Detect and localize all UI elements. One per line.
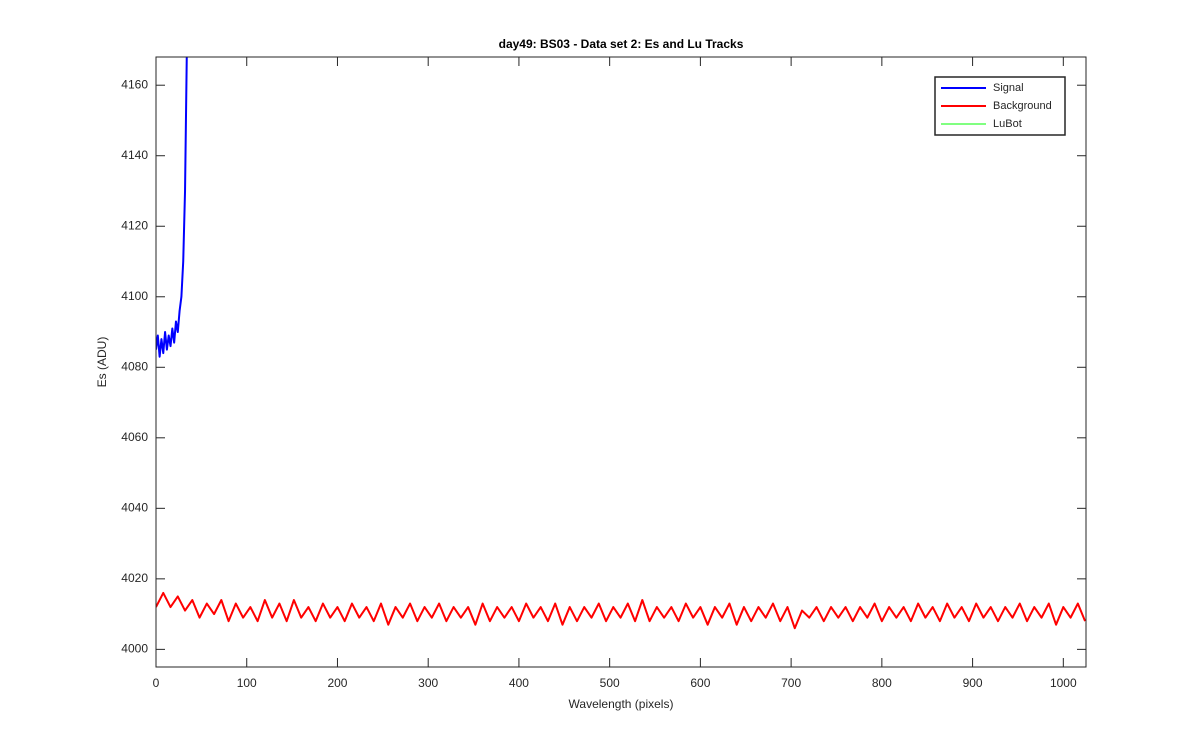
legend-label: Signal bbox=[993, 82, 1024, 94]
y-tick-label: 4120 bbox=[121, 218, 148, 232]
chart-title: day49: BS03 - Data set 2: Es and Lu Trac… bbox=[499, 37, 744, 51]
y-tick-label: 4080 bbox=[121, 359, 148, 373]
axes-box bbox=[155, 56, 1087, 668]
x-tick-label: 200 bbox=[327, 676, 347, 690]
y-tick-label: 4060 bbox=[121, 430, 148, 444]
x-tick-label: 100 bbox=[237, 676, 257, 690]
legend: Signal Background LuBot bbox=[934, 76, 1066, 136]
x-tick-label: 700 bbox=[781, 676, 801, 690]
x-tick-label: 300 bbox=[418, 676, 438, 690]
y-axis-label: Es (ADU) bbox=[95, 337, 109, 388]
x-tick-label: 900 bbox=[963, 676, 983, 690]
x-tick-label: 500 bbox=[600, 676, 620, 690]
x-tick-label: 0 bbox=[153, 676, 160, 690]
x-tick-label: 800 bbox=[872, 676, 892, 690]
x-tick-label: 400 bbox=[509, 676, 529, 690]
y-tick-label: 4020 bbox=[121, 571, 148, 585]
y-tick-label: 4040 bbox=[121, 501, 148, 515]
series-line bbox=[156, 591, 1086, 630]
legend-label: Background bbox=[993, 100, 1052, 112]
series-line bbox=[156, 57, 188, 358]
y-tick-label: 4140 bbox=[121, 148, 148, 162]
legend-label: LuBot bbox=[993, 118, 1022, 130]
y-tick-label: 4100 bbox=[121, 289, 148, 303]
x-tick-label: 600 bbox=[690, 676, 710, 690]
x-axis-label: Wavelength (pixels) bbox=[569, 697, 674, 711]
x-tick-label: 1000 bbox=[1050, 676, 1077, 690]
y-tick-label: 4000 bbox=[121, 642, 148, 656]
plot-area bbox=[156, 57, 1086, 667]
axes: 0 100 200 300 400 500 600 700 800 900 1000 4000 4020… bbox=[121, 56, 1087, 690]
plot-lines bbox=[156, 57, 1086, 630]
y-tick-label: 4160 bbox=[121, 77, 148, 91]
